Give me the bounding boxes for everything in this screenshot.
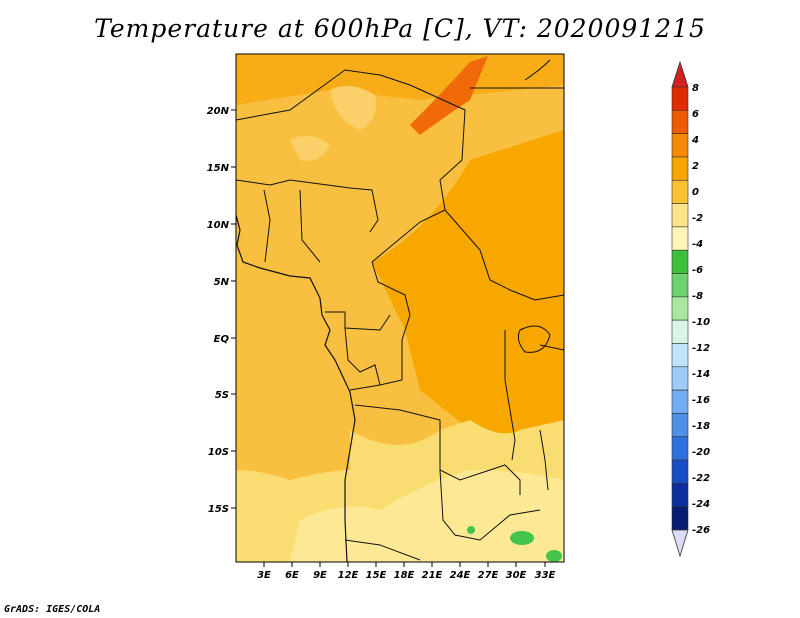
colorbar-box (671, 273, 689, 298)
field-green-patch-3 (546, 550, 562, 562)
lat-label: EQ (214, 334, 230, 345)
lat-label: 5N (214, 277, 230, 288)
red-sea-coast (524, 59, 551, 81)
colorbar-label: 0 (692, 187, 699, 198)
colorbar-box (671, 506, 689, 531)
latitude-axis: 20N 15N 10N 5N EQ 5S 10S 15S (207, 106, 236, 515)
colorbar-label: -20 (692, 447, 710, 458)
longitude-axis: 3E 6E 9E 12E 15E 18E 21E 24E 27E 30E 33E (257, 562, 556, 581)
colorbar-box (671, 459, 689, 484)
lake-malawi (539, 429, 549, 491)
field-green-patch-2 (467, 526, 475, 534)
lon-label: 3E (257, 570, 271, 581)
colorbar-label: -6 (692, 265, 703, 276)
lon-label: 6E (285, 570, 299, 581)
colorbar-label: 2 (692, 161, 699, 172)
lat-label: 15N (207, 163, 230, 174)
colorbar-box (671, 179, 689, 204)
lake-tanganyika (504, 379, 516, 461)
colorbar-label: -10 (692, 317, 710, 328)
lon-label: 24E (450, 570, 471, 581)
colorbar-label: -24 (692, 499, 710, 510)
temperature-field (236, 54, 564, 562)
field-cooler-south (290, 470, 564, 562)
lat-label: 10N (207, 220, 230, 231)
lon-label: 30E (506, 570, 527, 581)
field-warm-east (372, 130, 564, 440)
lat-label: 15S (208, 504, 229, 515)
colorbar-bottom-arrow (671, 529, 689, 558)
lon-label: 27E (478, 570, 499, 581)
field-patch-2 (290, 136, 330, 161)
colorbar-label: -26 (692, 525, 710, 536)
colorbar-box (671, 226, 689, 251)
colorbar-label: -22 (692, 473, 710, 484)
colorbar-box (671, 133, 689, 158)
colorbar-box (671, 319, 689, 344)
colorbar-box (671, 436, 689, 461)
lake-victoria (517, 325, 551, 353)
field-hot-ridge (410, 56, 488, 135)
colorbar-label: -18 (692, 421, 710, 432)
colorbar-box (671, 249, 689, 274)
colorbar: 8 6 4 2 0 -2 -4 -6 -8 -10 -12 -14 -16 -1… (671, 60, 710, 558)
colorbar-boxes (671, 86, 689, 531)
colorbar-labels: 8 6 4 2 0 -2 -4 -6 -8 -10 -12 -14 -16 -1… (691, 83, 710, 536)
colorbar-label: -8 (692, 291, 703, 302)
lat-label: 5S (215, 390, 229, 401)
colorbar-box (671, 203, 689, 228)
colorbar-label: -16 (692, 395, 710, 406)
chart-title: Temperature at 600hPa [C], VT: 202009121… (94, 14, 706, 43)
lat-label: 20N (207, 106, 230, 117)
colorbar-box (671, 483, 689, 507)
colorbar-label: -14 (692, 369, 710, 380)
footer-credit: GrADS: IGES/COLA (4, 604, 101, 615)
colorbar-label: -2 (692, 213, 703, 224)
lon-label: 18E (394, 570, 415, 581)
lon-label: 9E (313, 570, 327, 581)
colorbar-label: -4 (692, 239, 703, 250)
colorbar-box (671, 389, 689, 414)
colorbar-box (671, 86, 689, 111)
lon-label: 33E (535, 570, 556, 581)
lat-label: 10S (208, 447, 229, 458)
field-patch-1 (330, 86, 376, 130)
colorbar-box (671, 296, 689, 321)
lon-label: 12E (338, 570, 359, 581)
country-borders (236, 69, 564, 561)
colorbar-box (671, 156, 689, 181)
colorbar-box (671, 413, 689, 438)
colorbar-label: 6 (692, 109, 699, 120)
colorbar-top-arrow (671, 60, 689, 88)
colorbar-box (671, 110, 689, 134)
map-frame (235, 53, 565, 563)
field-green-patch-1 (510, 531, 534, 545)
coastline (236, 214, 356, 562)
colorbar-box (671, 343, 689, 368)
colorbar-box (671, 366, 689, 391)
colorbar-label: 4 (691, 135, 699, 146)
colorbar-label: 8 (692, 83, 699, 94)
colorbar-label: -12 (692, 343, 710, 354)
lon-label: 15E (366, 570, 387, 581)
lon-label: 21E (422, 570, 443, 581)
